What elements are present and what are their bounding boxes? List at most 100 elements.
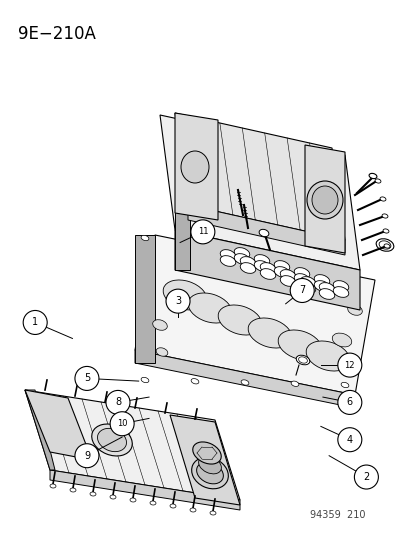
Ellipse shape [273,266,289,277]
Ellipse shape [318,282,334,293]
Polygon shape [50,470,240,510]
Ellipse shape [278,330,321,360]
Ellipse shape [97,429,126,451]
Ellipse shape [196,462,223,484]
Text: 11: 11 [197,228,208,236]
Polygon shape [159,115,359,270]
Ellipse shape [163,280,206,310]
Ellipse shape [70,488,76,492]
Circle shape [166,289,190,313]
Text: 4: 4 [346,435,352,445]
Circle shape [190,220,214,244]
Ellipse shape [340,249,348,255]
Ellipse shape [254,261,269,271]
Ellipse shape [188,293,231,323]
Ellipse shape [50,484,56,488]
Polygon shape [304,145,344,253]
Ellipse shape [170,504,176,508]
Ellipse shape [318,289,334,300]
Ellipse shape [273,261,289,271]
Text: 8: 8 [115,398,121,407]
Ellipse shape [294,268,309,278]
Ellipse shape [382,229,388,233]
Ellipse shape [290,246,298,251]
Polygon shape [135,235,154,363]
Ellipse shape [141,236,149,241]
Ellipse shape [240,380,248,385]
Ellipse shape [191,457,228,489]
Circle shape [337,427,361,452]
Polygon shape [25,390,240,500]
Ellipse shape [152,320,167,330]
Ellipse shape [294,273,309,285]
Polygon shape [175,113,344,240]
Polygon shape [175,113,218,220]
Polygon shape [188,205,344,255]
Ellipse shape [295,355,309,365]
Ellipse shape [234,248,249,259]
Text: 3: 3 [175,296,180,306]
Ellipse shape [192,442,221,464]
Text: 1: 1 [32,318,38,327]
Ellipse shape [240,263,255,273]
Ellipse shape [240,243,248,248]
Ellipse shape [92,424,132,456]
Ellipse shape [218,305,261,335]
Circle shape [23,310,47,335]
Ellipse shape [190,508,195,512]
Circle shape [290,278,313,303]
Polygon shape [25,390,55,470]
Ellipse shape [340,382,348,387]
Ellipse shape [280,276,295,286]
Circle shape [75,443,99,468]
Ellipse shape [220,249,235,260]
Text: 5: 5 [83,374,90,383]
Ellipse shape [306,341,349,371]
Text: 9E−210A: 9E−210A [18,25,96,43]
Circle shape [337,390,361,415]
Ellipse shape [254,255,269,265]
Ellipse shape [141,377,149,383]
Ellipse shape [209,511,216,515]
Ellipse shape [191,239,198,244]
Ellipse shape [368,173,376,179]
Circle shape [354,465,377,489]
Ellipse shape [381,214,387,218]
Ellipse shape [280,270,295,280]
Ellipse shape [332,287,348,297]
Text: 6: 6 [346,398,352,407]
Ellipse shape [313,274,329,285]
Circle shape [106,390,130,415]
Polygon shape [135,350,354,408]
Ellipse shape [198,456,221,474]
Ellipse shape [299,282,315,293]
Circle shape [75,366,99,391]
Ellipse shape [298,357,306,363]
Ellipse shape [260,269,275,279]
Ellipse shape [299,277,315,287]
Text: 2: 2 [362,472,369,482]
Text: 12: 12 [344,361,354,369]
Text: 9: 9 [84,451,90,461]
Ellipse shape [259,229,268,237]
Ellipse shape [90,492,96,496]
Ellipse shape [150,501,156,505]
Ellipse shape [379,197,385,201]
Polygon shape [175,115,190,270]
Polygon shape [135,235,374,395]
Ellipse shape [311,186,337,214]
Ellipse shape [191,378,198,384]
Ellipse shape [290,381,298,386]
Polygon shape [175,230,359,310]
Ellipse shape [234,254,249,264]
Polygon shape [25,390,92,460]
Ellipse shape [156,348,167,356]
Ellipse shape [220,256,235,266]
Ellipse shape [180,151,209,183]
Text: 10: 10 [116,419,127,428]
Text: 94359  210: 94359 210 [309,510,365,520]
Ellipse shape [247,318,291,348]
Ellipse shape [347,305,361,316]
Ellipse shape [313,281,329,292]
Text: 7: 7 [298,286,305,295]
